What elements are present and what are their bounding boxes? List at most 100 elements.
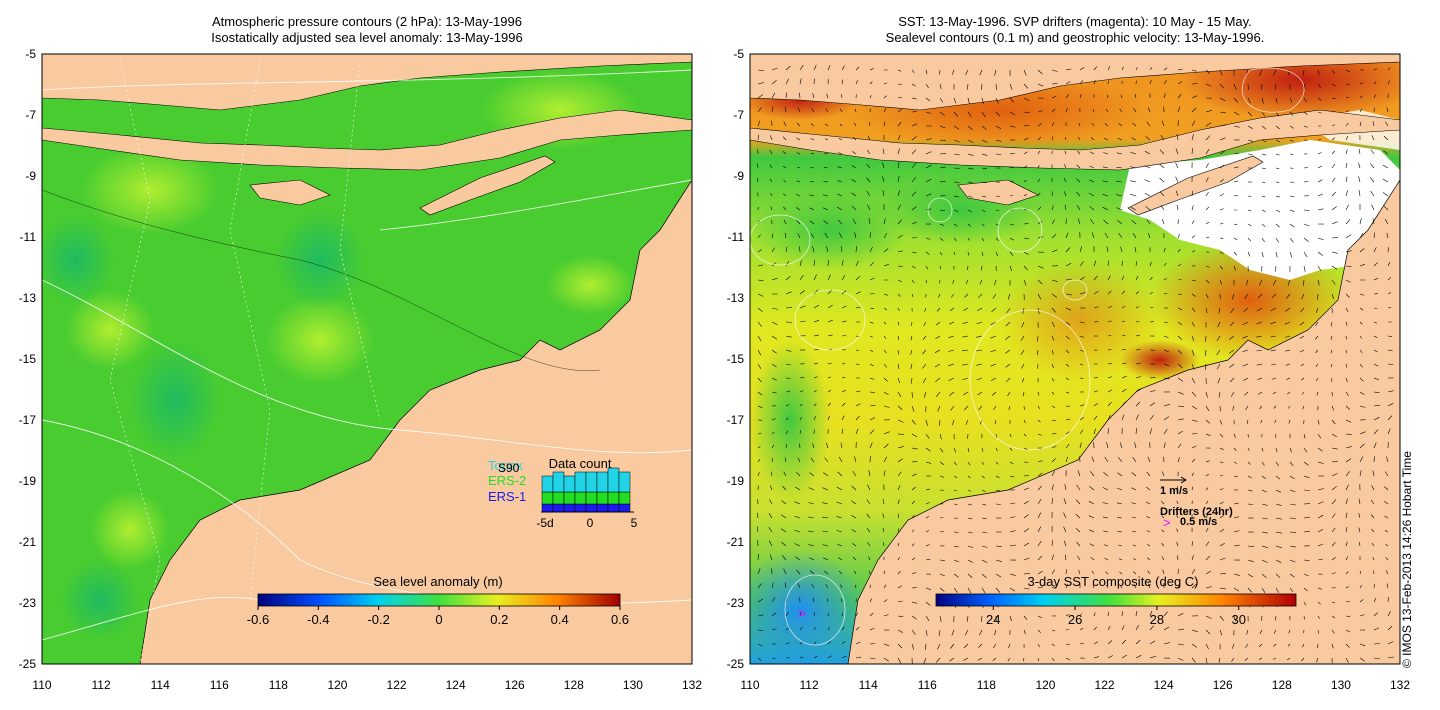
right-title-line1: SST: 13-May-1996. SVP drifters (magenta)…	[898, 14, 1252, 29]
inset-bar-ers1	[541, 503, 554, 513]
left-lon-tick: 110	[32, 678, 51, 692]
left-lat-tick: -17	[19, 413, 37, 427]
inset-bar-ers2	[618, 491, 631, 505]
inset-bar-ers2	[596, 491, 609, 505]
right-lat-tick: -7	[733, 108, 744, 122]
right-sealevel-contours	[750, 67, 1305, 646]
left-lat-tick: -25	[19, 657, 37, 671]
inset-bar-ers1	[563, 503, 576, 513]
sla-colorbar-tick: 0.4	[551, 612, 569, 627]
left-lon-tick: 132	[682, 678, 702, 692]
left-timor	[419, 155, 556, 216]
inset-bar-topex	[607, 467, 620, 493]
sla-colorbar-bar	[257, 593, 621, 607]
right-lon-tick: 130	[1331, 678, 1351, 692]
right-lat-tick: -23	[727, 596, 745, 610]
right-lon-tick: 128	[1272, 678, 1292, 692]
right-lon-tick: 126	[1213, 678, 1233, 692]
velocity-scale-label: 1 m/s	[1160, 485, 1188, 497]
inset-bar-topex	[618, 471, 631, 493]
left-title-line1: Atmospheric pressure contours (2 hPa): 1…	[212, 14, 522, 29]
left-lat-tick: -21	[19, 535, 37, 549]
drifter-legend-marker: >	[1163, 515, 1171, 530]
sst-colorbar-tick: 24	[986, 612, 1000, 627]
left-lon-tick: 128	[564, 678, 584, 692]
inset-tick-start: -5d	[536, 516, 553, 530]
right-lon-tick: 132	[1390, 678, 1410, 692]
inset-bar-topex	[574, 471, 587, 493]
left-title-line2: Isostatically adjusted sea level anomaly…	[211, 30, 523, 45]
right-lon-tick: 124	[1154, 678, 1174, 692]
inset-bar-topex	[596, 471, 609, 493]
drifter-legend-title: Drifters (24hr)	[1160, 506, 1233, 518]
drifter-track: >	[798, 605, 806, 621]
left-lon-tick: 130	[623, 678, 643, 692]
sst-colorbar-tick: 30	[1231, 612, 1245, 627]
sla-colorbar-tick: -0.4	[307, 612, 329, 627]
left-lat-tick: -23	[19, 596, 37, 610]
velocity-scale: 1 m/s	[1160, 476, 1188, 497]
left-dotted-contours	[109, 59, 381, 664]
right-lat-tick: -9	[733, 169, 744, 183]
right-axis-ticks: 110 112 114 116 118 120 122 124 126 128 130 132 -5 -7…	[727, 47, 1411, 692]
right-timor	[1127, 155, 1264, 216]
sla-colorbar-tick: -0.2	[367, 612, 389, 627]
sla-colorbar-tick: 0.2	[490, 612, 508, 627]
sst-colorbar-bar	[935, 593, 1297, 607]
inset-bar-ers1	[607, 503, 620, 513]
right-lon-tick: 114	[859, 678, 878, 692]
right-map: >	[750, 54, 1400, 664]
legend-ers2: ERS-2	[488, 473, 526, 488]
sla-colorbar-tick: 0	[435, 612, 442, 627]
inset-tick-zero: 0	[587, 516, 594, 530]
sla-colorbar-tick: 0.6	[611, 612, 629, 627]
right-lon-tick: 112	[800, 678, 819, 692]
right-sumba	[957, 179, 1039, 206]
right-north-land	[750, 54, 1400, 111]
right-cloud-mask	[1120, 140, 1400, 280]
legend-topex: Topex	[488, 458, 523, 473]
left-shelf-contour	[42, 189, 601, 372]
right-sunda-islands	[750, 109, 1400, 171]
drifter-legend-speed: 0.5 m/s	[1180, 516, 1217, 528]
right-lon-tick: 118	[977, 678, 996, 692]
legend-s90: S90	[498, 461, 520, 475]
inset-bar-ers2	[607, 491, 620, 505]
left-axis-ticks: 110 112 114 116 118 120 122 124 126 128 130 132 -5 -7…	[19, 47, 703, 692]
inset-bar-topex	[541, 475, 554, 493]
inset-bar-topex	[585, 471, 598, 493]
left-lon-tick: 112	[92, 678, 111, 692]
imos-credit: © IMOS 13-Feb-2013 14:26 Hobart Time	[1400, 451, 1414, 668]
drifter-legend: Drifters (24hr) > 0.5 m/s	[1160, 506, 1233, 530]
inset-bar-ers1	[552, 503, 565, 513]
left-lat-tick: -15	[19, 352, 37, 366]
left-lon-tick: 116	[210, 678, 229, 692]
right-title-line2: Sealevel contours (0.1 m) and geostrophi…	[885, 30, 1265, 45]
left-lon-tick: 124	[446, 678, 466, 692]
sst-colorbar-label: 3-day SST composite (deg C)	[1028, 574, 1199, 589]
sst-colorbar-tick: 28	[1150, 612, 1164, 627]
right-lat-tick: -15	[727, 352, 745, 366]
left-australia	[139, 179, 692, 664]
inset-bar-ers2	[552, 491, 565, 505]
right-lat-tick: -11	[728, 230, 745, 244]
right-lon-tick: 116	[918, 678, 937, 692]
right-lat-tick: -13	[727, 291, 745, 305]
left-north-land	[42, 54, 692, 111]
right-velocity-vectors	[756, 64, 1394, 664]
left-map-frame	[41, 53, 693, 665]
sla-colorbar-tick: -0.6	[247, 612, 269, 627]
right-map-frame	[749, 53, 1401, 665]
left-lon-tick: 120	[327, 678, 347, 692]
left-lon-tick: 118	[269, 678, 288, 692]
inset-bar-ers2	[574, 491, 587, 505]
sla-colorbar-label: Sea level anomaly (m)	[373, 574, 502, 589]
right-lon-tick: 122	[1095, 678, 1115, 692]
inset-bar-ers1	[574, 503, 587, 513]
left-lat-tick: -5	[25, 47, 36, 61]
inset-bar-topex	[563, 475, 576, 493]
velocity-arrows	[756, 64, 1394, 664]
left-lat-tick: -7	[25, 108, 36, 122]
right-map-title: SST: 13-May-1996. SVP drifters (magenta)…	[750, 14, 1400, 46]
